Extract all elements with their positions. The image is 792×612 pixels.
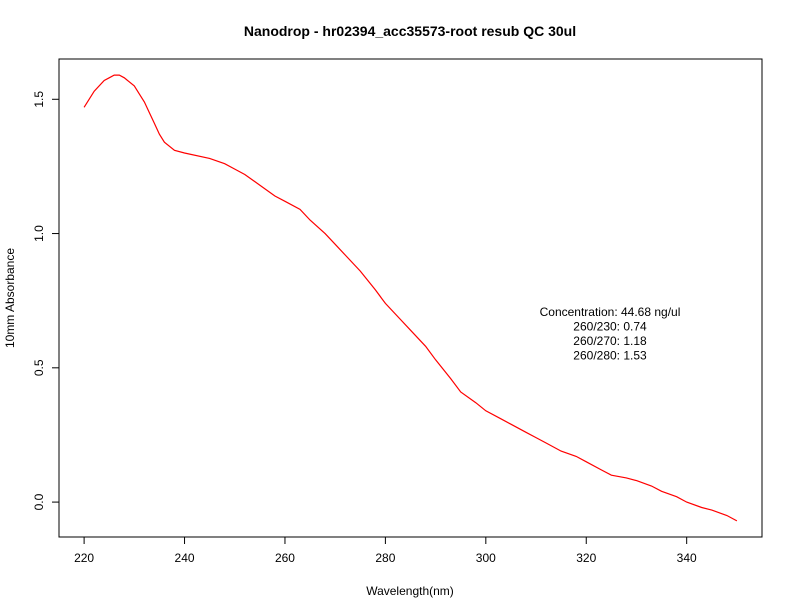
x-tick-label: 320 xyxy=(576,551,596,565)
absorbance-line xyxy=(83,74,738,522)
x-tick-label: 220 xyxy=(74,551,94,565)
y-tick-label: 1.5 xyxy=(32,91,46,108)
x-tick-label: 280 xyxy=(375,551,395,565)
annotation-line: 260/230: 0.74 xyxy=(573,320,647,334)
y-axis-title: 10mm Absorbance xyxy=(3,248,17,348)
annotation-line: 260/270: 1.18 xyxy=(573,334,647,348)
x-tick-label: 340 xyxy=(677,551,697,565)
annotation-line: 260/280: 1.53 xyxy=(573,349,647,363)
y-tick-label: 0.0 xyxy=(32,493,46,510)
y-axis: 0.0 0.5 1.0 1.5 xyxy=(32,91,60,510)
x-tick-label: 240 xyxy=(175,551,195,565)
y-tick-label: 0.5 xyxy=(32,359,46,376)
x-axis: 220 240 260 280 300 320 340 xyxy=(74,536,697,565)
x-axis-title: Wavelength(nm) xyxy=(366,584,454,598)
annotation-line: Concentration: 44.68 ng/ul xyxy=(540,305,681,319)
x-tick-label: 300 xyxy=(476,551,496,565)
plot-area xyxy=(58,58,763,538)
chart-title: Nanodrop - hr02394_acc35573-root resub Q… xyxy=(244,23,576,39)
y-tick-label: 1.0 xyxy=(32,225,46,242)
x-tick-label: 260 xyxy=(275,551,295,565)
plot-frame xyxy=(58,58,763,538)
